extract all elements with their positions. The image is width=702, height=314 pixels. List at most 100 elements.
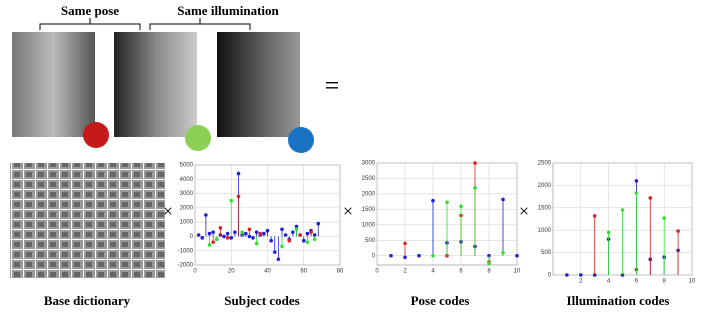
y-tick-label: 0: [372, 253, 376, 259]
stem-point: [200, 236, 204, 240]
x-tick-label: 4: [431, 269, 435, 275]
y-tick-label: 2500: [362, 176, 376, 182]
y-tick-label: 1000: [538, 228, 552, 234]
times: ×: [519, 201, 529, 221]
stem-point: [258, 232, 262, 236]
subject-dot: [83, 122, 109, 148]
stem-point: [211, 240, 215, 244]
y-tick-label: -1000: [178, 248, 194, 254]
stem-point: [291, 230, 295, 234]
caption: Base dictionary: [44, 293, 131, 308]
stem-point: [431, 199, 435, 203]
stem-point: [593, 214, 597, 218]
times: ×: [343, 201, 353, 221]
bracket: [40, 18, 140, 30]
stem-point: [635, 191, 639, 195]
stem-point: [676, 229, 680, 233]
stem-point: [313, 237, 317, 241]
x-tick-label: 40: [264, 269, 271, 275]
pose-dot: [288, 127, 314, 153]
stem-point: [403, 242, 407, 246]
y-tick-label: 1000: [362, 222, 376, 228]
stem-point: [255, 242, 259, 246]
page: Same pose Same illumination = × × × Base…: [0, 0, 702, 314]
stem-point: [295, 227, 299, 231]
stem-point: [473, 161, 477, 165]
stem-point: [635, 179, 639, 183]
stem-point: [215, 237, 219, 241]
stem-point: [662, 216, 666, 220]
stem-point: [417, 254, 421, 258]
stem-point: [208, 243, 212, 247]
y-tick-label: 5000: [180, 163, 194, 169]
dictionary-image: [10, 163, 165, 278]
y-tick-label: 0: [548, 273, 552, 279]
stem-point: [431, 254, 435, 258]
stem-point: [473, 186, 477, 190]
stem-point: [240, 230, 244, 234]
stem-point: [501, 198, 505, 202]
stem-point: [287, 239, 291, 243]
x-tick-label: 6: [459, 269, 463, 275]
stem-point: [284, 233, 288, 237]
x-tick-label: 2: [403, 269, 407, 275]
stem-point: [226, 232, 230, 236]
y-tick-label: 3000: [180, 191, 194, 197]
stem-point: [403, 255, 407, 259]
stem-point: [302, 239, 306, 243]
x-tick-label: 2: [579, 279, 583, 285]
stem-point: [273, 250, 277, 254]
stem-point: [607, 231, 611, 235]
faces: Same pose Same illumination =: [12, 3, 339, 153]
stem-point: [211, 230, 215, 234]
stem-point: [233, 230, 237, 234]
stem-point: [621, 208, 625, 212]
stem-point: [255, 230, 259, 234]
y-tick-label: 500: [365, 238, 376, 244]
face-image: [12, 32, 95, 137]
x-tick-label: 6: [635, 279, 639, 285]
x-tick-label: 0: [193, 269, 197, 275]
stem-point: [298, 233, 302, 237]
stem-point: [262, 232, 266, 236]
x-tick-label: 10: [689, 279, 696, 285]
stem-point: [309, 230, 313, 234]
stem-point: [251, 236, 255, 240]
stem-point: [649, 196, 653, 200]
stem-point: [237, 172, 241, 176]
stem-point: [237, 195, 241, 199]
stem-point: [565, 273, 569, 277]
y-tick-label: 1500: [362, 207, 376, 213]
stem-point: [579, 273, 583, 277]
stem-point: [280, 245, 284, 249]
stem-point: [487, 262, 491, 266]
y-tick-label: 4000: [180, 177, 194, 183]
stem-point: [277, 257, 281, 261]
stem-point: [269, 239, 273, 243]
y-tick-label: -2000: [178, 263, 194, 269]
equals: =: [325, 71, 340, 100]
x-tick-label: 8: [487, 269, 491, 275]
y-tick-label: 3000: [362, 161, 376, 167]
x-tick-label: 60: [300, 269, 307, 275]
caption: Pose codes: [411, 293, 470, 308]
x-tick-label: 8: [663, 279, 667, 285]
stem-point: [266, 229, 270, 233]
face-image: [217, 32, 300, 137]
stem-point: [219, 226, 223, 230]
y-tick-label: 2000: [362, 191, 376, 197]
x-tick-label: 80: [337, 269, 344, 275]
y-tick-label: 2000: [180, 205, 194, 211]
x-tick-label: 4: [607, 279, 611, 285]
stem-point: [248, 227, 252, 231]
caption: Illumination codes: [567, 293, 670, 308]
x-tick-label: 10: [514, 269, 521, 275]
stem-point: [445, 200, 449, 204]
y-tick-label: 500: [541, 250, 552, 256]
stem-point: [280, 227, 284, 231]
stem-point: [204, 213, 208, 217]
stem-point: [229, 236, 233, 240]
stem-point: [459, 204, 463, 208]
stem-point: [316, 222, 320, 226]
caption: Subject codes: [224, 293, 299, 308]
